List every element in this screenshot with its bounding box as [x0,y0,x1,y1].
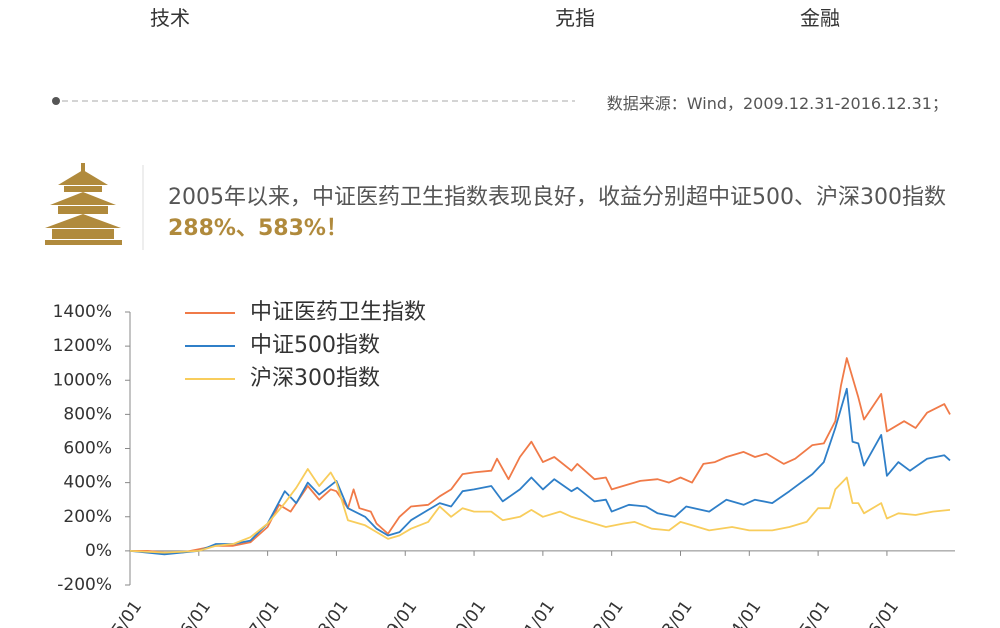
highlight-emphasis: 288%、583%！ [168,216,348,241]
y-tick-label: 0% [85,541,112,561]
y-tick-label: -200% [57,575,112,595]
y-tick-label: 600% [63,439,112,459]
header-item: 金融 [800,6,840,30]
x-tick-label: 09/01 [377,597,421,628]
x-tick-label: 10/01 [446,597,490,628]
legend-label: 中证500指数 [250,333,380,358]
x-tick-label: 08/01 [308,597,352,628]
highlight: 2005年以来，中证医药卫生指数表现良好，收益分别超中证500、沪深300指数 2… [168,182,976,244]
series-line [129,387,951,556]
y-tick-label: 1000% [53,370,112,390]
x-tick-label: 14/01 [721,597,765,628]
y-tick-label: 400% [63,473,112,493]
x-tick-label: 05/01 [102,597,146,628]
y-tick-label: 1200% [53,336,112,356]
x-tick-label: 15/01 [790,597,834,628]
y-tick-label: 800% [63,404,112,424]
header-item: 技术 [150,6,190,30]
legend-label: 沪深300指数 [250,366,380,391]
series-line [130,357,951,554]
x-tick-label: 13/01 [652,597,696,628]
temple-icon [45,163,122,245]
x-tick-label: 12/01 [583,597,627,628]
legend-label: 中证医药卫生指数 [250,300,426,325]
x-tick-label: 07/01 [239,597,283,628]
dot [52,97,60,105]
source-note: 数据来源：Wind，2009.12.31-2016.12.31； [606,94,948,113]
x-tick-label: 16/01 [859,597,903,628]
header-item: 克指 [555,6,595,30]
decor [45,97,575,250]
y-tick-label: 200% [63,507,112,527]
x-tick-label: 06/01 [171,597,215,628]
highlight-text: 2005年以来，中证医药卫生指数表现良好，收益分别超中证500、沪深300指数 [168,185,946,210]
y-tick-label: 1400% [53,302,112,322]
x-tick-label: 11/01 [515,597,559,628]
series-line [129,468,951,554]
